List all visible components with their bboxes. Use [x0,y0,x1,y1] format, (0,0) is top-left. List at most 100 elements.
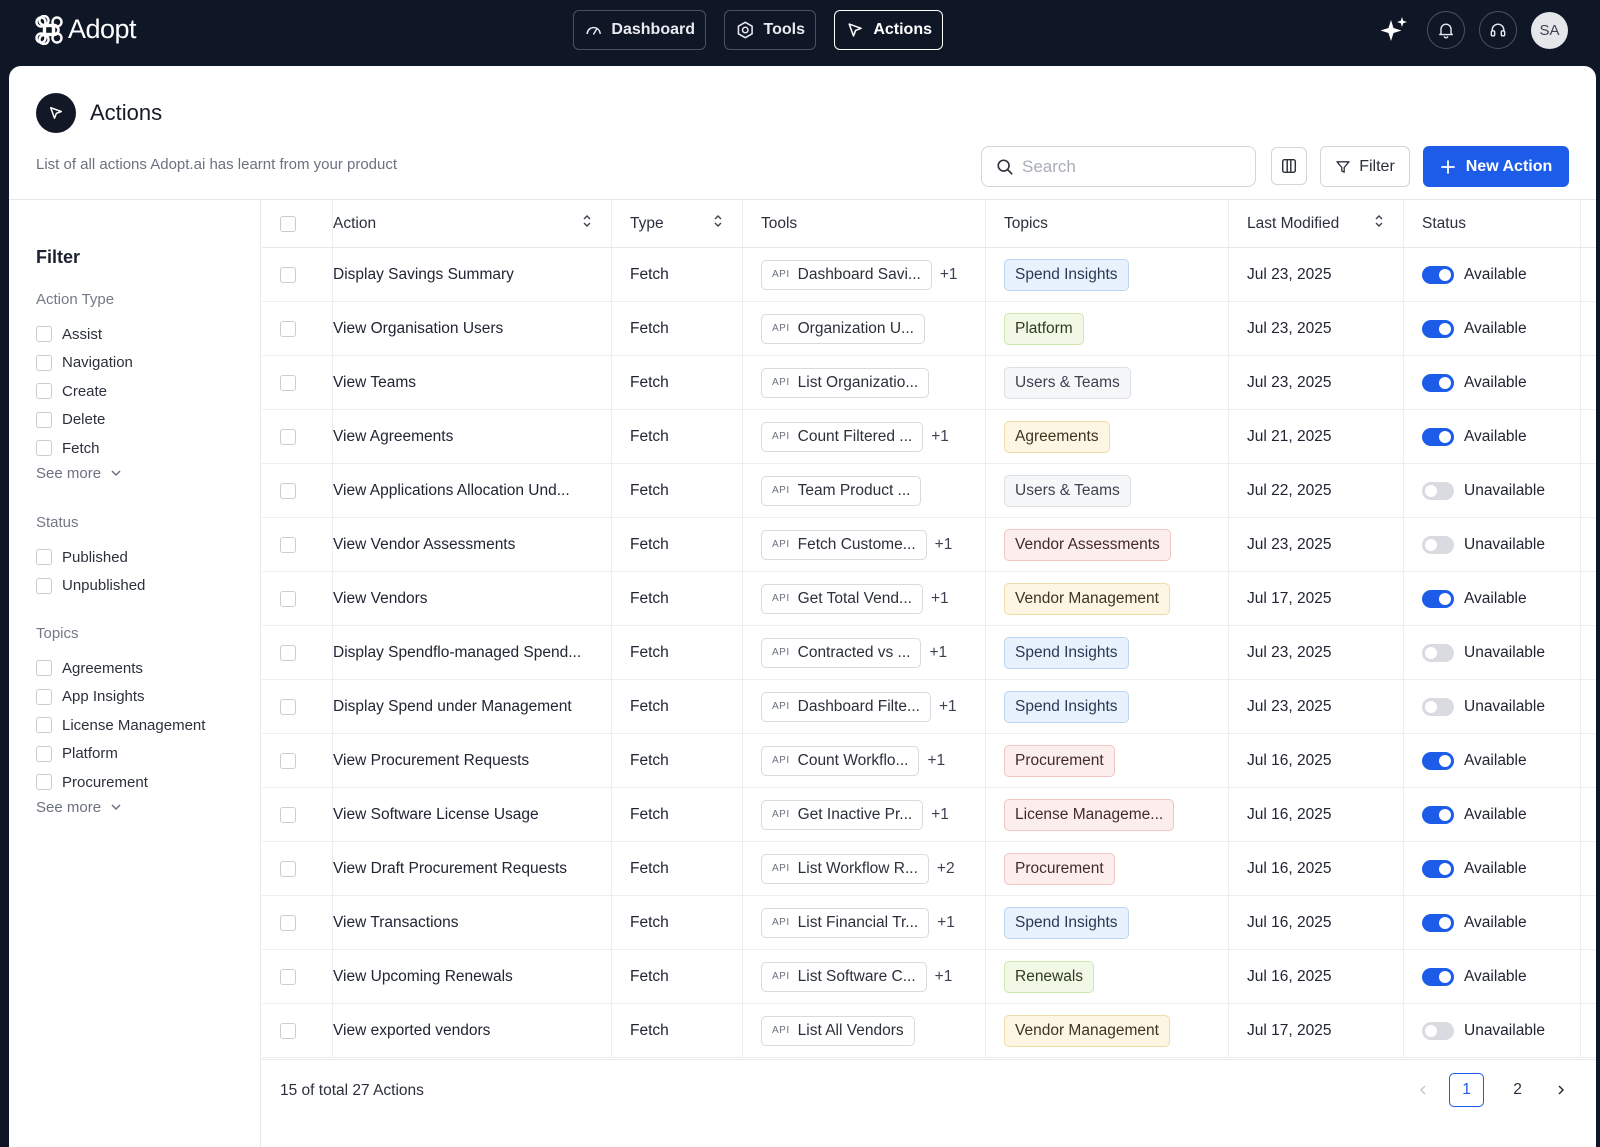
status-toggle[interactable] [1422,643,1454,662]
action-name[interactable]: View Vendor Assessments [333,535,516,553]
tool-chip[interactable]: API Organization U... [761,313,925,344]
tool-chip[interactable]: API Fetch Custome... [761,529,927,560]
see-more-link[interactable]: See more [36,799,205,816]
page-1-button[interactable]: 1 [1449,1073,1484,1107]
sort-icon[interactable] [1373,214,1385,233]
action-name[interactable]: View Vendors [333,589,428,607]
more-tools-count[interactable]: +1 [934,967,953,985]
checkbox[interactable] [36,745,52,762]
ai-sparkle-button[interactable] [1375,11,1413,49]
more-tools-count[interactable]: +1 [934,535,953,553]
search-input[interactable] [1022,156,1242,177]
action-cell[interactable]: View Applications Allocation Und... [333,464,612,517]
row-checkbox[interactable] [280,698,296,715]
row-checkbox[interactable] [280,914,296,931]
checkbox[interactable] [36,688,52,705]
checkbox[interactable] [36,660,52,677]
header-last-modified[interactable]: Last Modified [1229,200,1404,247]
action-cell[interactable]: View Teams [333,356,612,409]
table-row[interactable]: View Vendor Assessments Fetch API Fetch Cus… [262,518,1596,572]
table-row[interactable]: View Organisation Users Fetch API Organizat… [262,302,1596,356]
new-action-button[interactable]: New Action [1423,146,1569,187]
filter-option[interactable]: Assist [36,320,133,349]
table-row[interactable]: View Draft Procurement Requests Fetch API L… [262,842,1596,896]
status-toggle[interactable] [1422,751,1454,770]
nav-actions-button[interactable]: Actions [834,10,943,50]
header-action[interactable]: Action [333,200,612,247]
columns-toggle-button[interactable] [1271,147,1307,185]
tool-chip[interactable]: API List All Vendors [761,1015,915,1046]
action-cell[interactable]: View Upcoming Renewals [333,950,612,1003]
row-checkbox[interactable] [280,752,296,769]
filter-option[interactable]: License Management [36,711,205,740]
row-checkbox[interactable] [280,428,296,445]
action-name[interactable]: View exported vendors [333,1021,491,1039]
filter-option[interactable]: App Insights [36,683,205,712]
status-toggle[interactable] [1422,427,1454,446]
filter-option[interactable]: Navigation [36,349,133,378]
action-name[interactable]: View Transactions [333,913,459,931]
tool-chip[interactable]: API Contracted vs ... [761,637,922,668]
action-cell[interactable]: Display Savings Summary [333,248,612,301]
action-name[interactable]: View Upcoming Renewals [333,967,513,985]
row-checkbox[interactable] [280,806,296,823]
filter-button[interactable]: Filter [1320,146,1410,187]
status-toggle[interactable] [1422,805,1454,824]
adopt-logo[interactable]: Adopt [34,14,137,45]
status-toggle[interactable] [1422,481,1454,500]
action-cell[interactable]: View Draft Procurement Requests [333,842,612,895]
tool-chip[interactable]: API List Financial Tr... [761,907,930,938]
table-row[interactable]: Display Savings Summary Fetch API Dashboard… [262,248,1596,302]
checkbox[interactable] [36,440,52,457]
sort-icon[interactable] [581,214,593,233]
filter-option[interactable]: Create [36,377,133,406]
tool-chip[interactable]: API List Workflow R... [761,853,929,884]
notifications-button[interactable] [1427,11,1465,49]
status-toggle[interactable] [1422,265,1454,284]
status-toggle[interactable] [1422,913,1454,932]
more-tools-count[interactable]: +1 [927,751,946,769]
more-tools-count[interactable]: +1 [931,427,949,445]
tool-chip[interactable]: API List Organizatio... [761,367,930,398]
checkbox[interactable] [36,549,52,566]
status-toggle[interactable] [1422,697,1454,716]
action-cell[interactable]: View Software License Usage [333,788,612,841]
row-checkbox[interactable] [280,374,296,391]
action-cell[interactable]: View Vendors [333,572,612,625]
action-name[interactable]: View Organisation Users [333,319,504,337]
next-page-button[interactable] [1551,1073,1571,1107]
table-row[interactable]: View Agreements Fetch API Count Filtered ..… [262,410,1596,464]
more-tools-count[interactable]: +2 [936,859,955,877]
action-name[interactable]: View Teams [333,373,416,391]
table-row[interactable]: View Transactions Fetch API List Financial … [262,896,1596,950]
filter-option[interactable]: Fetch [36,434,133,463]
row-checkbox[interactable] [280,644,296,661]
tool-chip[interactable]: API Team Product ... [761,475,922,506]
action-name[interactable]: View Procurement Requests [333,751,530,769]
tool-chip[interactable]: API Dashboard Savi... [761,259,932,290]
table-row[interactable]: Display Spend under Management Fetch API Da… [262,680,1596,734]
filter-option[interactable]: Published [36,543,145,572]
row-checkbox[interactable] [280,1022,296,1039]
row-checkbox[interactable] [280,968,296,985]
select-all-checkbox[interactable] [280,215,296,232]
status-toggle[interactable] [1422,535,1454,554]
status-toggle[interactable] [1422,373,1454,392]
row-checkbox[interactable] [280,266,296,283]
checkbox[interactable] [36,774,52,791]
checkbox[interactable] [36,354,52,371]
action-cell[interactable]: View exported vendors [333,1004,612,1057]
action-cell[interactable]: View Transactions [333,896,612,949]
nav-dashboard-button[interactable]: Dashboard [573,10,706,50]
table-row[interactable]: View Vendors Fetch API Get Total Vend... +1 V… [262,572,1596,626]
status-toggle[interactable] [1422,1021,1454,1040]
tool-chip[interactable]: API Get Inactive Pr... [761,799,924,830]
action-cell[interactable]: View Procurement Requests [333,734,612,787]
action-name[interactable]: Display Spend under Management [333,697,572,715]
table-row[interactable]: View Applications Allocation Und... Fetch… [262,464,1596,518]
header-type[interactable]: Type [612,200,743,247]
checkbox[interactable] [36,326,52,343]
more-tools-count[interactable]: +1 [930,589,949,607]
search-box[interactable] [981,146,1256,187]
action-cell[interactable]: View Organisation Users [333,302,612,355]
